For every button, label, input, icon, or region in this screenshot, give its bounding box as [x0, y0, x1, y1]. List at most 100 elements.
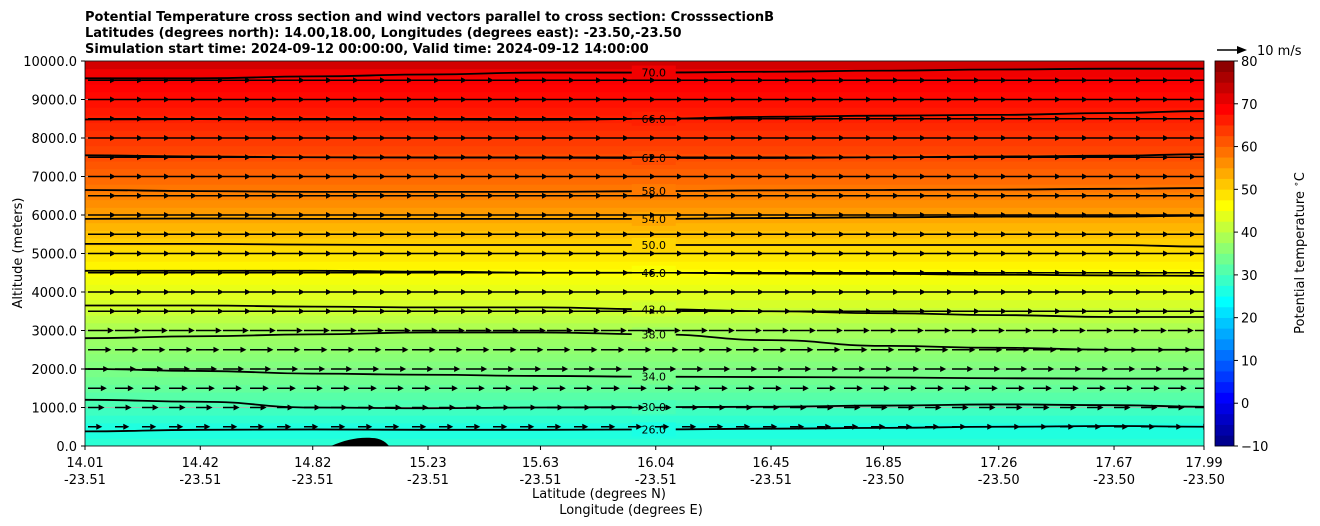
- wind-vector-head: [191, 289, 197, 295]
- wind-vector-head: [152, 404, 159, 411]
- wind-vector-head: [326, 250, 332, 257]
- wind-vector-head: [758, 269, 764, 276]
- colorbar-segment: [1215, 103, 1234, 115]
- wind-vector-head: [866, 154, 872, 161]
- colorbar-segment: [1215, 199, 1234, 212]
- wind-vector-head: [569, 192, 575, 199]
- chart-title: Potential Temperature cross section and …: [85, 10, 774, 57]
- wind-vector-head: [677, 231, 683, 238]
- wind-vector-head: [488, 96, 494, 103]
- wind-vector-head: [461, 192, 467, 199]
- wind-vector-head: [1028, 77, 1034, 84]
- x-tick-label-lat: 17.67: [1095, 456, 1132, 471]
- x-tick-label-lon: -23.50: [863, 473, 905, 488]
- wind-vector-head: [488, 135, 494, 141]
- wind-vector-head: [353, 96, 359, 103]
- wind-vector-head: [272, 115, 278, 122]
- wind-vector-head: [888, 346, 895, 353]
- wind-vector-head: [461, 77, 467, 84]
- wind-vector-head: [1109, 115, 1115, 122]
- wind-vector-head: [137, 212, 143, 218]
- wind-vector-head: [962, 404, 969, 411]
- wind-vector-head: [488, 173, 494, 180]
- wind-vector-head: [488, 115, 494, 122]
- wind-vector-head: [1163, 77, 1169, 84]
- wind-vector-head: [218, 96, 224, 103]
- wind-vector-head: [1068, 423, 1075, 430]
- wind-vector-head: [677, 308, 683, 315]
- wind-vector-head: [866, 308, 872, 315]
- wind-vector-head: [724, 366, 731, 372]
- wind-vector-head: [110, 173, 116, 180]
- wind-vector-head: [488, 289, 494, 295]
- wind-vector-head: [596, 289, 602, 295]
- wind-vector-head: [1001, 96, 1007, 103]
- contour-label: 42.0: [641, 303, 666, 316]
- wind-vector-head: [636, 423, 643, 430]
- wind-vector-head: [758, 173, 764, 180]
- wind-vector-head: [1136, 250, 1142, 257]
- wind-vector-head: [947, 289, 953, 295]
- y-tick-label: 5000.0: [32, 248, 78, 263]
- wind-vector-head: [434, 154, 440, 161]
- wind-vector-head: [353, 115, 359, 122]
- wind-vector-head: [380, 115, 386, 122]
- wind-vector-head: [1106, 327, 1113, 334]
- wind-vector-head: [913, 366, 920, 372]
- wind-vector-head: [515, 308, 521, 315]
- colorbar-segment: [1215, 317, 1234, 329]
- wind-vector-head: [731, 269, 737, 276]
- wind-vector-head: [368, 404, 375, 411]
- wind-vector-head: [852, 423, 859, 430]
- wind-vector-head: [609, 423, 616, 430]
- wind-vector-head: [407, 173, 413, 180]
- x-tick-label-lat: 16.45: [752, 456, 789, 471]
- wind-vector-head: [785, 173, 791, 180]
- wind-vector-head: [164, 135, 170, 141]
- wind-vector-head: [665, 404, 672, 411]
- wind-vector-head: [1190, 96, 1196, 103]
- wind-vector-head: [245, 308, 251, 315]
- wind-vector-head: [753, 346, 760, 353]
- wind-vector-head: [542, 154, 548, 161]
- y-tick-label: 10000.0: [23, 55, 77, 70]
- wind-vector-head: [1163, 289, 1169, 295]
- colorbar-segment: [1215, 210, 1234, 222]
- colorbar-segment: [1215, 146, 1234, 158]
- wind-vector-head: [866, 269, 872, 276]
- wind-vector-head: [434, 250, 440, 257]
- wind-vector-head: [564, 346, 571, 353]
- wind-vector-head: [542, 308, 548, 315]
- wind-vector-head: [299, 308, 305, 315]
- wind-vector-head: [528, 423, 535, 430]
- y-tick-label: 2000.0: [32, 363, 78, 378]
- colorbar-segment: [1215, 178, 1234, 190]
- wind-vector-head: [353, 173, 359, 180]
- wind-vector-head: [839, 250, 845, 257]
- wind-vector-head: [569, 212, 575, 218]
- wind-vector-head: [812, 96, 818, 103]
- wind-vector-head: [1041, 423, 1048, 430]
- wind-vector-head: [719, 404, 726, 411]
- wind-vector-head: [218, 289, 224, 295]
- wind-vector-head: [515, 154, 521, 161]
- plot-area: 26.030.034.038.042.046.050.054.058.062.0…: [84, 60, 1205, 447]
- wind-vector-head: [287, 404, 294, 411]
- wind-vector-head: [866, 173, 872, 180]
- wind-vector-head: [245, 289, 251, 295]
- theta-band: [85, 91, 1204, 100]
- wind-vector-head: [407, 96, 413, 103]
- wind-vector-head: [861, 346, 868, 353]
- x-tick-label-lat: 16.04: [637, 456, 674, 471]
- wind-vector-head: [596, 231, 602, 238]
- wind-vector-head: [434, 212, 440, 218]
- wind-vector-head: [623, 115, 629, 122]
- wind-vector-head: [380, 231, 386, 238]
- wind-vector-head: [1055, 231, 1061, 238]
- wind-vector-head: [137, 96, 143, 103]
- wind-vector-head: [809, 327, 816, 334]
- wind-vector-head: [947, 154, 953, 161]
- wind-vector-head: [731, 135, 737, 141]
- wind-vector-head: [299, 173, 305, 180]
- wind-vector-head: [866, 192, 872, 199]
